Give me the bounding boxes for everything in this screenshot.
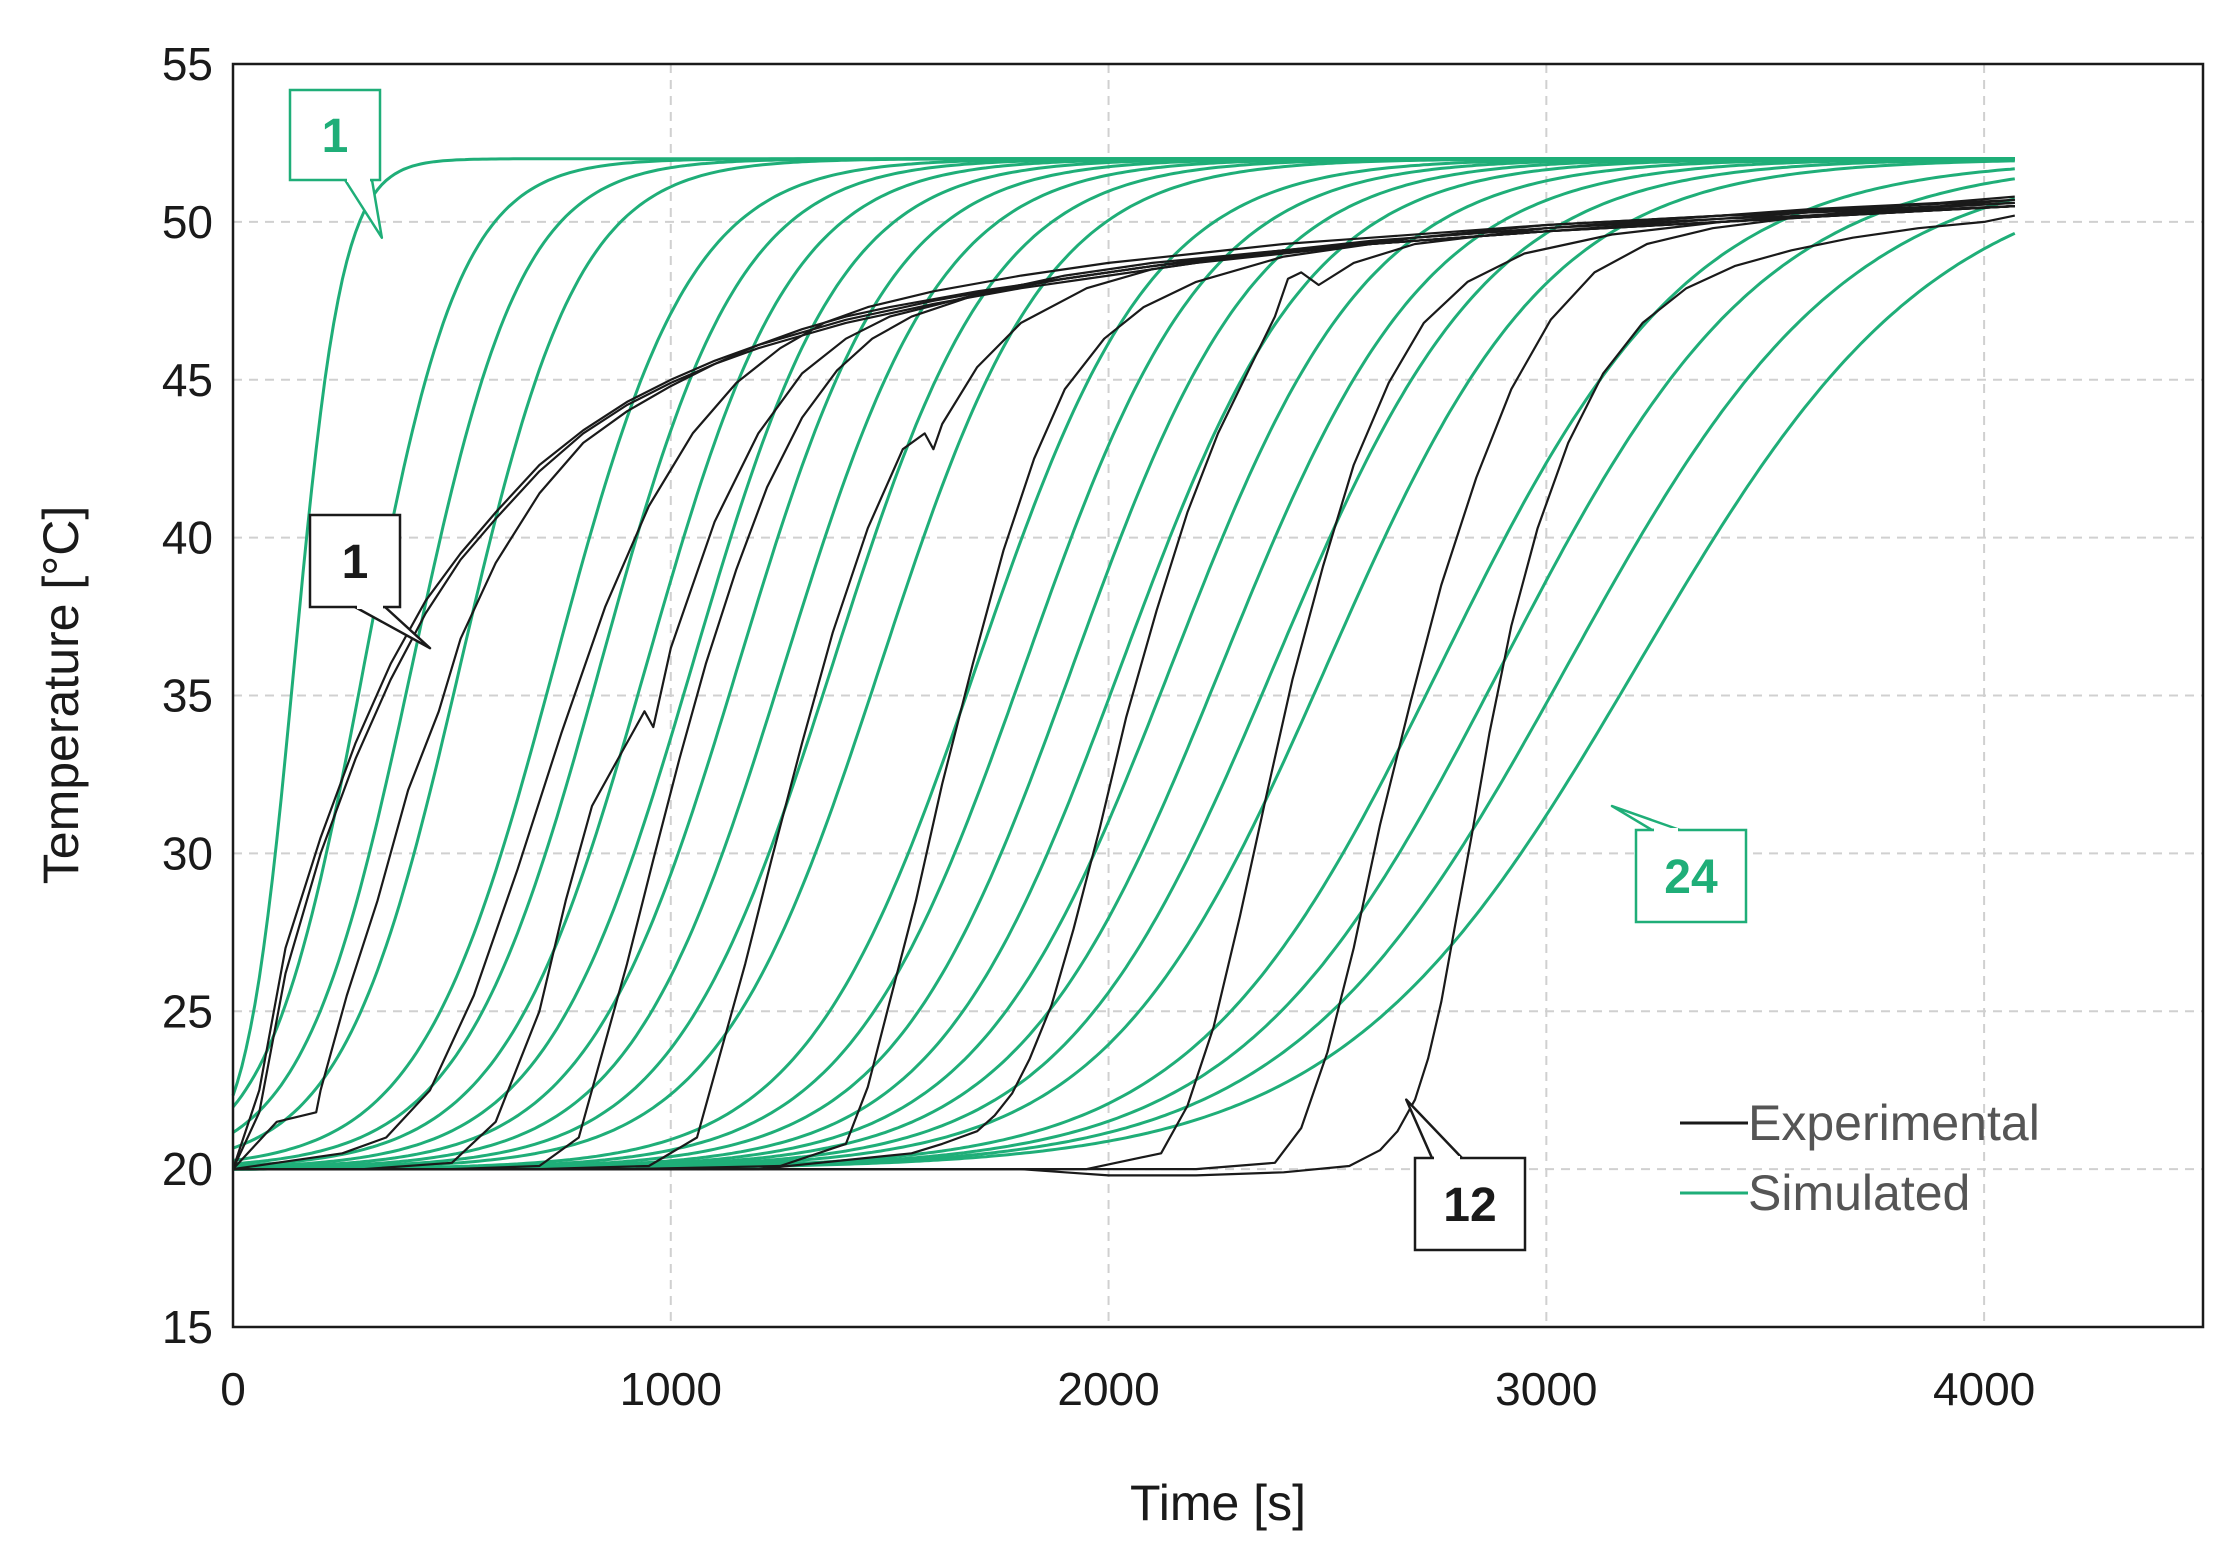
simulated-series-line [233,157,2015,1170]
simulated-series-line [232,157,2015,1150]
x-tick-label: 1000 [620,1363,722,1415]
y-tick-label: 20 [162,1143,213,1195]
x-tick-label: 0 [220,1363,246,1415]
simulated-series-line [231,157,2015,1109]
simulated-series-line [233,157,2015,1171]
experimental-series-line [232,205,2015,1170]
y-tick-label: 30 [162,827,213,879]
legend: Experimental Simulated [1680,1095,2040,1221]
experimental-series-line [233,205,2015,1171]
callout-label: 1 [342,536,369,589]
callout-label: 1 [322,110,349,163]
simulated-series-line [233,158,2015,1171]
x-axis-title: Time [s] [1130,1475,1306,1531]
simulated-series-line [233,157,2015,1171]
experimental-series-line [233,201,2015,1171]
simulated-series-line [231,157,2015,1097]
simulated-series-line [232,157,2015,1171]
experimental-series-line [233,205,2015,1171]
callout-box [288,88,382,182]
y-tick-label: 35 [162,670,213,722]
y-tick-label: 15 [162,1301,213,1353]
simulated-series-line [232,157,2015,1169]
simulated-series-line [233,157,2015,1171]
callout-label: 24 [1664,851,1718,904]
plot-area-frame [231,62,2205,1329]
y-tick-label: 25 [162,985,213,1037]
experimental-series-line [233,205,2015,1171]
simulated-series-line [232,197,2016,1171]
y-tick-label: 45 [162,354,213,406]
y-tick-label: 40 [162,512,213,564]
y-axis-title: Temperature [°C] [33,506,89,884]
callout-box [308,513,402,609]
callout-layer: 1 1 24 12 [288,88,1748,1252]
legend-label: Experimental [1748,1095,2040,1151]
callout-box [1634,828,1748,924]
simulated-series-line [233,157,2015,1171]
simulated-series-line [232,157,2015,1170]
experimental-series-line [233,201,2015,1171]
experimental-series-line [231,195,2015,1170]
x-tick-label: 3000 [1495,1363,1597,1415]
y-tick-label: 50 [162,196,213,248]
callout-label: 12 [1443,1179,1496,1232]
simulated-series-layer [231,157,2016,1171]
tick-label-layer: 0 1000 2000 3000 4000 15 20 25 30 35 40 45 50 55 [162,38,2035,1415]
callout-box [1413,1156,1527,1252]
legend-label: Simulated [1748,1165,1970,1221]
callout-pointer [343,178,384,239]
simulated-series-line [233,157,2015,1171]
y-tick-label: 55 [162,38,213,90]
experimental-series-line [233,205,2015,1171]
experimental-series-line [232,198,2015,1170]
simulated-series-line [233,159,2015,1171]
x-tick-label: 2000 [1057,1363,1159,1415]
experimental-series-layer [231,195,2016,1177]
callout-pointer [1404,1098,1464,1160]
x-tick-label: 4000 [1933,1363,2035,1415]
experimental-series-line [233,205,2015,1171]
callout-pointer [1610,804,1682,832]
simulated-series-line [233,157,2015,1171]
experimental-series-line [233,214,2016,1177]
simulated-series-line [233,157,2015,1170]
simulated-series-line [232,157,2015,1134]
experimental-series-line [232,198,2015,1171]
